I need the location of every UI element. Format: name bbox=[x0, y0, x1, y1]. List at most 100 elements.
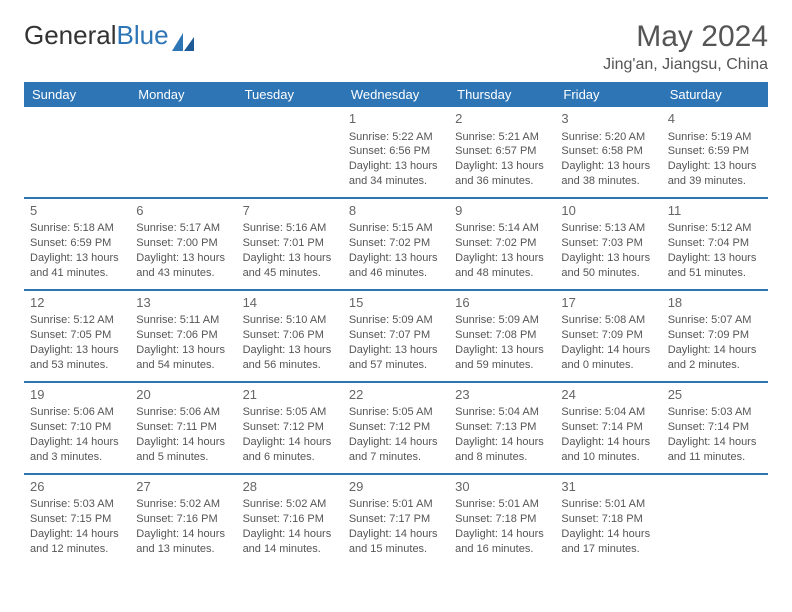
sunrise-line: Sunrise: 5:22 AM bbox=[349, 130, 443, 145]
location-text: Jing'an, Jiangsu, China bbox=[603, 56, 768, 74]
sunset-line: Sunset: 7:17 PM bbox=[349, 512, 443, 527]
calendar-day-cell: 19Sunrise: 5:06 AMSunset: 7:10 PMDayligh… bbox=[24, 382, 130, 474]
day-number: 4 bbox=[668, 110, 762, 128]
day-number: 14 bbox=[243, 294, 337, 312]
calendar-day-cell: 7Sunrise: 5:16 AMSunset: 7:01 PMDaylight… bbox=[237, 198, 343, 290]
weekday-header: Thursday bbox=[449, 82, 555, 107]
sunrise-line: Sunrise: 5:07 AM bbox=[668, 313, 762, 328]
sunrise-line: Sunrise: 5:19 AM bbox=[668, 130, 762, 145]
calendar-week-row: 1Sunrise: 5:22 AMSunset: 6:56 PMDaylight… bbox=[24, 107, 768, 198]
calendar-day-cell: 27Sunrise: 5:02 AMSunset: 7:16 PMDayligh… bbox=[130, 474, 236, 565]
sunset-line: Sunset: 7:05 PM bbox=[30, 328, 124, 343]
day-number: 29 bbox=[349, 478, 443, 496]
sunrise-line: Sunrise: 5:05 AM bbox=[243, 405, 337, 420]
calendar-body: 1Sunrise: 5:22 AMSunset: 6:56 PMDaylight… bbox=[24, 107, 768, 565]
daylight-line: Daylight: 13 hours and 50 minutes. bbox=[561, 251, 655, 281]
sunrise-line: Sunrise: 5:02 AM bbox=[136, 497, 230, 512]
daylight-line: Daylight: 14 hours and 11 minutes. bbox=[668, 435, 762, 465]
weekday-header: Friday bbox=[555, 82, 661, 107]
sunset-line: Sunset: 7:06 PM bbox=[136, 328, 230, 343]
daylight-line: Daylight: 13 hours and 56 minutes. bbox=[243, 343, 337, 373]
sunset-line: Sunset: 7:12 PM bbox=[243, 420, 337, 435]
sunset-line: Sunset: 7:00 PM bbox=[136, 236, 230, 251]
sunrise-line: Sunrise: 5:02 AM bbox=[243, 497, 337, 512]
daylight-line: Daylight: 13 hours and 43 minutes. bbox=[136, 251, 230, 281]
weekday-header: Wednesday bbox=[343, 82, 449, 107]
calendar-day-cell: 12Sunrise: 5:12 AMSunset: 7:05 PMDayligh… bbox=[24, 290, 130, 382]
calendar-day-cell: 11Sunrise: 5:12 AMSunset: 7:04 PMDayligh… bbox=[662, 198, 768, 290]
daylight-line: Daylight: 13 hours and 45 minutes. bbox=[243, 251, 337, 281]
day-number: 27 bbox=[136, 478, 230, 496]
sunrise-line: Sunrise: 5:01 AM bbox=[561, 497, 655, 512]
day-number: 16 bbox=[455, 294, 549, 312]
weekday-header: Monday bbox=[130, 82, 236, 107]
calendar-day-cell: 1Sunrise: 5:22 AMSunset: 6:56 PMDaylight… bbox=[343, 107, 449, 198]
sunrise-line: Sunrise: 5:05 AM bbox=[349, 405, 443, 420]
sunset-line: Sunset: 7:18 PM bbox=[455, 512, 549, 527]
calendar-day-cell: 16Sunrise: 5:09 AMSunset: 7:08 PMDayligh… bbox=[449, 290, 555, 382]
sunset-line: Sunset: 7:03 PM bbox=[561, 236, 655, 251]
sunset-line: Sunset: 7:01 PM bbox=[243, 236, 337, 251]
calendar-day-cell: 3Sunrise: 5:20 AMSunset: 6:58 PMDaylight… bbox=[555, 107, 661, 198]
sunset-line: Sunset: 7:13 PM bbox=[455, 420, 549, 435]
daylight-line: Daylight: 13 hours and 59 minutes. bbox=[455, 343, 549, 373]
sunset-line: Sunset: 7:14 PM bbox=[561, 420, 655, 435]
sunset-line: Sunset: 7:16 PM bbox=[243, 512, 337, 527]
day-number: 15 bbox=[349, 294, 443, 312]
day-number: 12 bbox=[30, 294, 124, 312]
sail-icon bbox=[172, 27, 194, 45]
daylight-line: Daylight: 14 hours and 10 minutes. bbox=[561, 435, 655, 465]
sunrise-line: Sunrise: 5:12 AM bbox=[30, 313, 124, 328]
sunrise-line: Sunrise: 5:09 AM bbox=[455, 313, 549, 328]
sunrise-line: Sunrise: 5:01 AM bbox=[349, 497, 443, 512]
sunrise-line: Sunrise: 5:17 AM bbox=[136, 221, 230, 236]
sunrise-line: Sunrise: 5:13 AM bbox=[561, 221, 655, 236]
sunrise-line: Sunrise: 5:14 AM bbox=[455, 221, 549, 236]
calendar-table: SundayMondayTuesdayWednesdayThursdayFrid… bbox=[24, 82, 768, 565]
sunset-line: Sunset: 7:11 PM bbox=[136, 420, 230, 435]
day-number: 24 bbox=[561, 386, 655, 404]
sunset-line: Sunset: 7:12 PM bbox=[349, 420, 443, 435]
daylight-line: Daylight: 13 hours and 48 minutes. bbox=[455, 251, 549, 281]
calendar-day-cell: 5Sunrise: 5:18 AMSunset: 6:59 PMDaylight… bbox=[24, 198, 130, 290]
sunrise-line: Sunrise: 5:06 AM bbox=[30, 405, 124, 420]
daylight-line: Daylight: 13 hours and 41 minutes. bbox=[30, 251, 124, 281]
sunrise-line: Sunrise: 5:06 AM bbox=[136, 405, 230, 420]
sunset-line: Sunset: 7:18 PM bbox=[561, 512, 655, 527]
calendar-week-row: 19Sunrise: 5:06 AMSunset: 7:10 PMDayligh… bbox=[24, 382, 768, 474]
calendar-day-cell: 9Sunrise: 5:14 AMSunset: 7:02 PMDaylight… bbox=[449, 198, 555, 290]
calendar-day-cell: 14Sunrise: 5:10 AMSunset: 7:06 PMDayligh… bbox=[237, 290, 343, 382]
sunrise-line: Sunrise: 5:16 AM bbox=[243, 221, 337, 236]
header: GeneralBlue May 2024 Jing'an, Jiangsu, C… bbox=[24, 20, 768, 74]
day-number: 31 bbox=[561, 478, 655, 496]
sunrise-line: Sunrise: 5:11 AM bbox=[136, 313, 230, 328]
day-number: 20 bbox=[136, 386, 230, 404]
calendar-day-cell: 8Sunrise: 5:15 AMSunset: 7:02 PMDaylight… bbox=[343, 198, 449, 290]
brand-part1: General bbox=[24, 20, 117, 51]
title-block: May 2024 Jing'an, Jiangsu, China bbox=[603, 20, 768, 74]
day-number: 13 bbox=[136, 294, 230, 312]
day-number: 19 bbox=[30, 386, 124, 404]
sunrise-line: Sunrise: 5:12 AM bbox=[668, 221, 762, 236]
calendar-empty-cell bbox=[130, 107, 236, 198]
daylight-line: Daylight: 13 hours and 34 minutes. bbox=[349, 159, 443, 189]
daylight-line: Daylight: 13 hours and 54 minutes. bbox=[136, 343, 230, 373]
daylight-line: Daylight: 13 hours and 36 minutes. bbox=[455, 159, 549, 189]
day-number: 25 bbox=[668, 386, 762, 404]
sunrise-line: Sunrise: 5:03 AM bbox=[668, 405, 762, 420]
daylight-line: Daylight: 13 hours and 57 minutes. bbox=[349, 343, 443, 373]
day-number: 23 bbox=[455, 386, 549, 404]
calendar-week-row: 5Sunrise: 5:18 AMSunset: 6:59 PMDaylight… bbox=[24, 198, 768, 290]
sunrise-line: Sunrise: 5:08 AM bbox=[561, 313, 655, 328]
sunrise-line: Sunrise: 5:21 AM bbox=[455, 130, 549, 145]
sunset-line: Sunset: 7:09 PM bbox=[561, 328, 655, 343]
day-number: 8 bbox=[349, 202, 443, 220]
daylight-line: Daylight: 14 hours and 8 minutes. bbox=[455, 435, 549, 465]
calendar-day-cell: 20Sunrise: 5:06 AMSunset: 7:11 PMDayligh… bbox=[130, 382, 236, 474]
sunset-line: Sunset: 6:57 PM bbox=[455, 144, 549, 159]
day-number: 6 bbox=[136, 202, 230, 220]
calendar-day-cell: 13Sunrise: 5:11 AMSunset: 7:06 PMDayligh… bbox=[130, 290, 236, 382]
sunrise-line: Sunrise: 5:10 AM bbox=[243, 313, 337, 328]
daylight-line: Daylight: 13 hours and 53 minutes. bbox=[30, 343, 124, 373]
sunset-line: Sunset: 7:14 PM bbox=[668, 420, 762, 435]
